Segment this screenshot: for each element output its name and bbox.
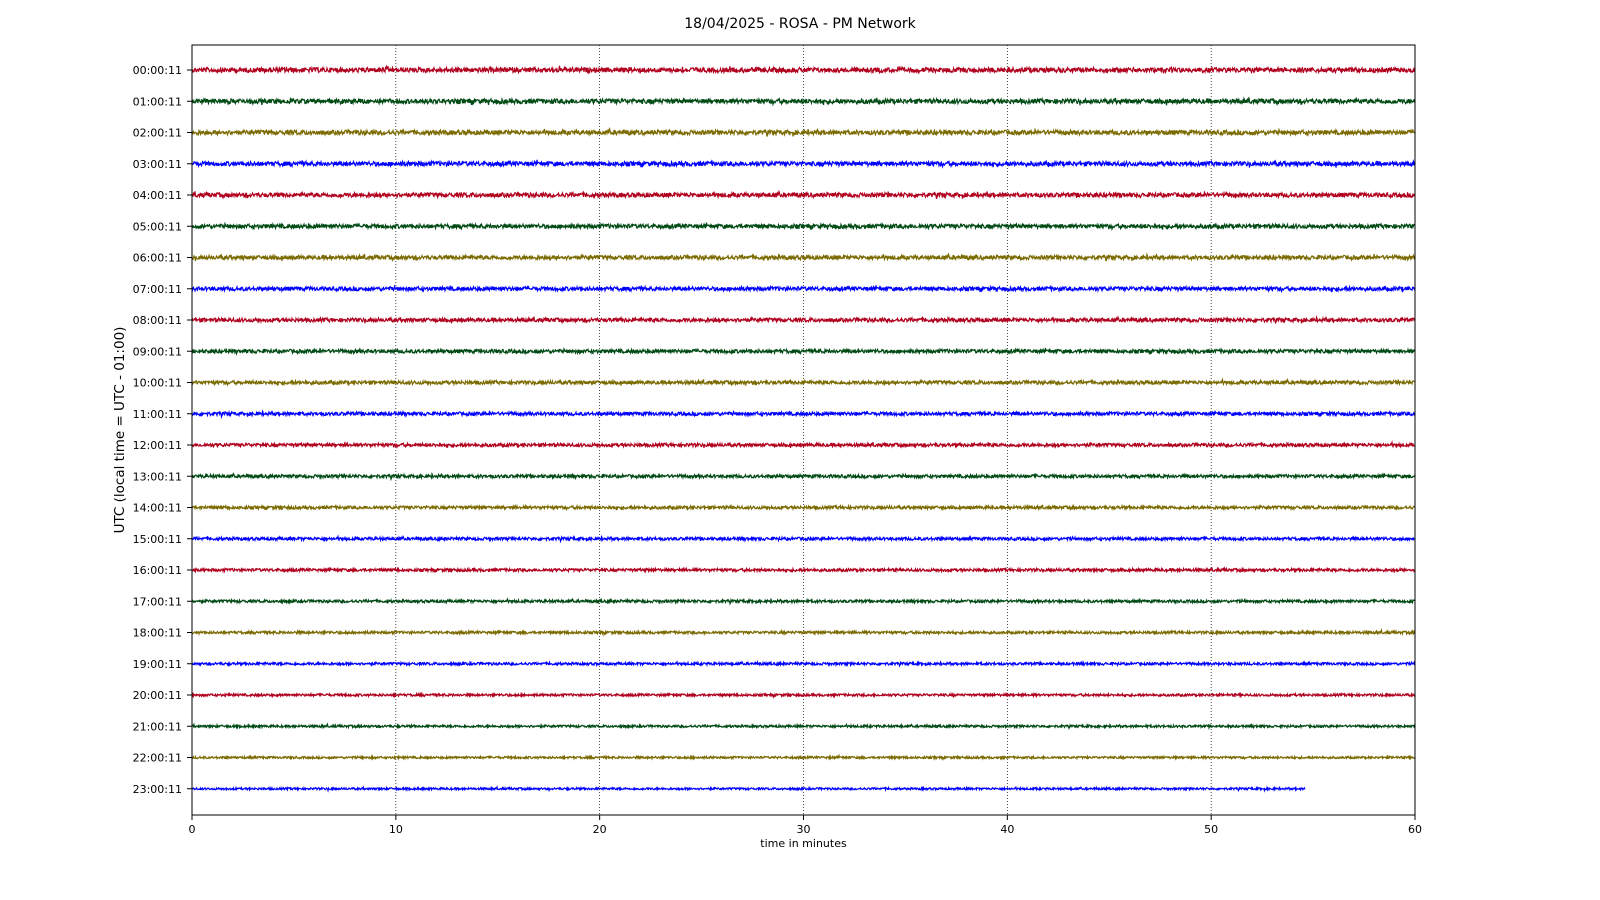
trace-21-00-11: [191, 722, 1416, 731]
y-tick-label: 04:00:11: [133, 189, 182, 202]
y-tick-label: 02:00:11: [133, 127, 182, 140]
x-tick-label: 30: [797, 823, 811, 836]
y-tick-label: 01:00:11: [133, 95, 182, 108]
chart-title: 18/04/2025 - ROSA - PM Network: [684, 16, 916, 32]
grid-layer: [395, 45, 1212, 815]
trace-12-00-11: [191, 440, 1416, 449]
y-tick-label: 18:00:11: [133, 627, 182, 640]
trace-03-00-11: [191, 158, 1416, 169]
trace-09-00-11: [191, 347, 1416, 356]
x-tick-label: 20: [593, 823, 607, 836]
y-tick-label: 05:00:11: [133, 220, 182, 233]
y-tick-label: 21:00:11: [133, 720, 182, 733]
trace-00-00-11: [191, 64, 1416, 75]
trace-11-00-11: [191, 409, 1416, 420]
trace-19-00-11: [191, 659, 1416, 668]
y-tick-label: 23:00:11: [133, 783, 182, 796]
trace-15-00-11: [191, 534, 1416, 544]
trace-23-00-11: [191, 785, 1306, 793]
y-axis-label: UTC (local time = UTC - 01:00): [112, 327, 128, 534]
y-tick-label: 20:00:11: [133, 689, 182, 702]
y-tick-label: 10:00:11: [133, 377, 182, 390]
y-tick-label: 00:00:11: [133, 64, 182, 77]
trace-10-00-11: [191, 377, 1416, 387]
x-tick-label: 0: [189, 823, 196, 836]
trace-17-00-11: [191, 597, 1416, 606]
trace-16-00-11: [191, 565, 1416, 574]
y-axis-ticks: 00:00:11 01:00:11 02:00:11 03:00:11 04:00:11…: [133, 64, 192, 796]
y-tick-label: 14:00:11: [133, 502, 182, 515]
y-tick-label: 07:00:11: [133, 283, 182, 296]
trace-04-00-11: [191, 189, 1416, 200]
y-tick-label: 12:00:11: [133, 439, 182, 452]
trace-08-00-11: [191, 315, 1416, 325]
y-tick-label: 17:00:11: [133, 595, 182, 608]
x-tick-label: 50: [1204, 823, 1218, 836]
trace-13-00-11: [191, 472, 1416, 482]
trace-06-00-11: [191, 252, 1416, 262]
trace-22-00-11: [191, 753, 1416, 762]
trace-02-00-11: [191, 126, 1416, 138]
trace-07-00-11: [191, 284, 1416, 294]
y-tick-label: 13:00:11: [133, 470, 182, 483]
y-tick-label: 16:00:11: [133, 564, 182, 577]
x-tick-label: 10: [389, 823, 403, 836]
trace-18-00-11: [191, 627, 1416, 637]
y-tick-label: 15:00:11: [133, 533, 182, 546]
x-axis-ticks: 0 10 20 30 40 50 60: [189, 815, 1422, 836]
y-tick-label: 03:00:11: [133, 158, 182, 171]
x-axis-label: time in minutes: [760, 837, 847, 850]
trace-20-00-11: [191, 691, 1416, 700]
y-tick-label: 22:00:11: [133, 752, 182, 765]
trace-14-00-11: [191, 503, 1416, 512]
series-layer: [191, 64, 1416, 793]
y-tick-label: 08:00:11: [133, 314, 182, 327]
y-tick-label: 06:00:11: [133, 252, 182, 265]
trace-01-00-11: [191, 96, 1416, 107]
trace-05-00-11: [191, 221, 1416, 231]
x-tick-label: 40: [1000, 823, 1014, 836]
y-tick-label: 09:00:11: [133, 345, 182, 358]
y-tick-label: 11:00:11: [133, 408, 182, 421]
x-tick-label: 60: [1408, 823, 1422, 836]
y-tick-label: 19:00:11: [133, 658, 182, 671]
plot-frame: [191, 44, 1416, 816]
